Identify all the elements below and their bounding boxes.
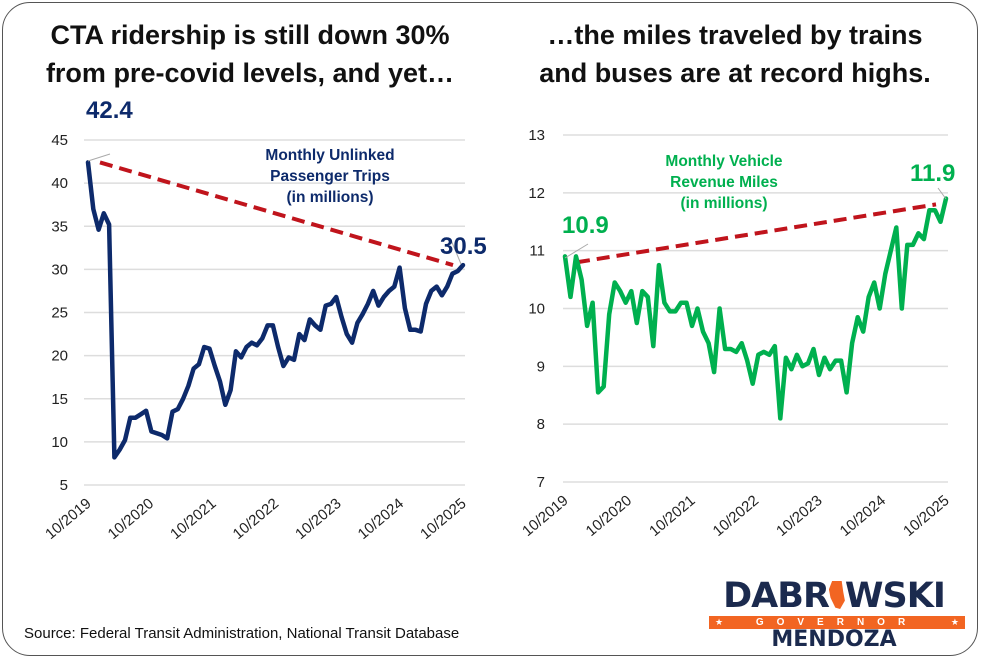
trend-line <box>576 202 937 265</box>
x-tick-label: 10/2021 <box>646 492 698 540</box>
y-tick-label: 13 <box>528 127 545 144</box>
x-tick-label: 10/2022 <box>230 495 282 543</box>
series-label-line: (in millions) <box>287 189 374 206</box>
x-tick-label: 10/2022 <box>710 492 762 540</box>
start-value-label: 42.4 <box>86 97 133 124</box>
x-tick-label: 10/2025 <box>900 492 952 540</box>
end-label-leader <box>937 187 947 200</box>
x-tick-label: 10/2021 <box>167 495 219 543</box>
y-tick-label: 9 <box>537 358 545 375</box>
start-value-label: 10.9 <box>562 212 609 239</box>
y-tick-label: 12 <box>528 185 545 202</box>
y-tick-label: 20 <box>51 348 68 365</box>
left-title-line-2: from pre-covid levels, and yet… <box>45 58 455 88</box>
series-label-line: Monthly Vehicle <box>665 153 783 170</box>
y-tick-label: 11 <box>529 243 545 260</box>
y-tick-label: 10 <box>51 434 68 451</box>
x-tick-label: 10/2024 <box>837 492 889 540</box>
x-tick-label: 10/2023 <box>292 495 344 543</box>
start-label-leader <box>87 153 111 162</box>
series-label-line: (in millions) <box>681 195 768 212</box>
right-chart-title: …the miles traveled by trains and buses … <box>495 16 975 92</box>
series-line <box>562 196 949 421</box>
end-value-label: 30.5 <box>440 233 487 260</box>
illinois-state-icon <box>828 581 845 609</box>
x-tick-label: 10/2025 <box>417 495 469 543</box>
logo-mendoza: MENDOZA <box>771 627 897 652</box>
y-tick-label: 30 <box>51 261 68 278</box>
campaign-logo: DABR WSKI ★ GOVERNOR ★ MENDOZA <box>703 576 965 652</box>
right-title-line-1: …the miles traveled by trains <box>547 20 923 50</box>
end-label-leader <box>450 239 462 265</box>
x-tick-label: 10/2019 <box>42 495 94 543</box>
y-tick-label: 35 <box>51 218 68 235</box>
end-value-label: 11.9 <box>910 160 955 187</box>
source-note: Source: Federal Transit Administration, … <box>24 625 460 642</box>
series-label-line: Monthly Unlinked <box>265 147 394 164</box>
x-tick-label: 10/2024 <box>355 495 407 543</box>
series-line <box>85 160 466 460</box>
y-tick-label: 15 <box>51 391 68 408</box>
left-title-line-1: CTA ridership is still down 30% <box>50 20 450 50</box>
left-chart-title: CTA ridership is still down 30% from pre… <box>10 16 490 92</box>
y-tick-label: 8 <box>537 416 545 433</box>
series-label-line: Passenger Trips <box>270 168 390 185</box>
x-tick-label: 10/2023 <box>773 492 825 540</box>
start-label-leader <box>564 243 589 259</box>
y-tick-label: 40 <box>51 175 68 192</box>
trend-line <box>99 160 454 267</box>
x-tick-label: 10/2019 <box>519 492 571 540</box>
y-tick-label: 45 <box>51 132 68 149</box>
logo-governor-text: GOVERNOR <box>755 617 919 628</box>
x-tick-label: 10/2020 <box>583 492 635 540</box>
logo-dabrowski: DABR WSKI <box>723 576 946 616</box>
y-tick-label: 10 <box>528 301 545 318</box>
y-tick-label: 7 <box>537 474 545 491</box>
y-tick-label: 5 <box>60 477 68 494</box>
logo-governor-bar: ★ GOVERNOR ★ <box>709 616 965 629</box>
series-label-line: Revenue Miles <box>670 174 778 191</box>
y-tick-label: 25 <box>51 305 68 322</box>
star-icon: ★ <box>950 617 959 627</box>
star-icon: ★ <box>715 617 724 627</box>
right-title-line-2: and buses are at record highs. <box>539 58 931 88</box>
x-tick-label: 10/2020 <box>105 495 157 543</box>
